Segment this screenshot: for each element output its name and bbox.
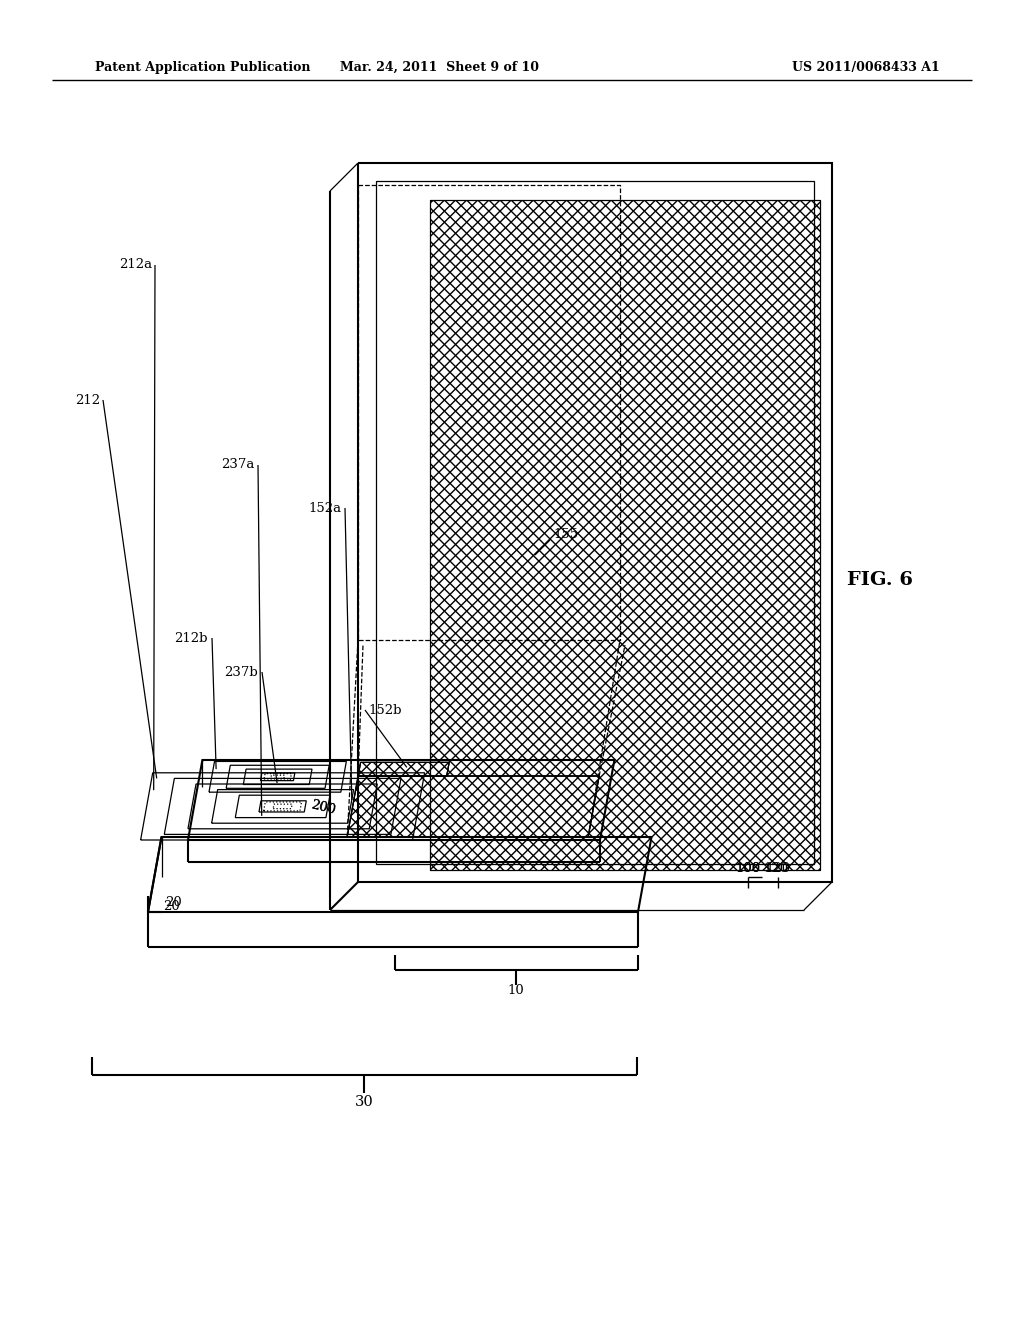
Text: 20: 20 xyxy=(163,899,180,912)
Text: 212a: 212a xyxy=(119,259,152,272)
Text: US 2011/0068433 A1: US 2011/0068433 A1 xyxy=(793,61,940,74)
Text: 120: 120 xyxy=(765,862,791,875)
Text: 152b: 152b xyxy=(368,704,401,717)
Text: 200: 200 xyxy=(309,799,337,817)
Text: 20: 20 xyxy=(165,896,181,909)
Text: 237b: 237b xyxy=(224,665,258,678)
Text: 212: 212 xyxy=(75,393,100,407)
Text: 120: 120 xyxy=(764,862,788,875)
Text: Mar. 24, 2011  Sheet 9 of 10: Mar. 24, 2011 Sheet 9 of 10 xyxy=(341,61,540,74)
Text: FIG. 6: FIG. 6 xyxy=(847,572,913,589)
Text: 100: 100 xyxy=(735,862,761,875)
Text: 10: 10 xyxy=(508,983,524,997)
Text: 212b: 212b xyxy=(174,631,208,644)
Text: Patent Application Publication: Patent Application Publication xyxy=(95,61,310,74)
Text: 152a: 152a xyxy=(309,502,342,515)
Text: 100: 100 xyxy=(735,862,761,875)
Text: 155: 155 xyxy=(553,528,579,541)
Polygon shape xyxy=(430,201,820,870)
Text: 30: 30 xyxy=(354,1096,374,1109)
Text: 200: 200 xyxy=(309,799,337,817)
Text: 237a: 237a xyxy=(221,458,255,471)
Polygon shape xyxy=(358,763,450,776)
Polygon shape xyxy=(347,776,599,837)
